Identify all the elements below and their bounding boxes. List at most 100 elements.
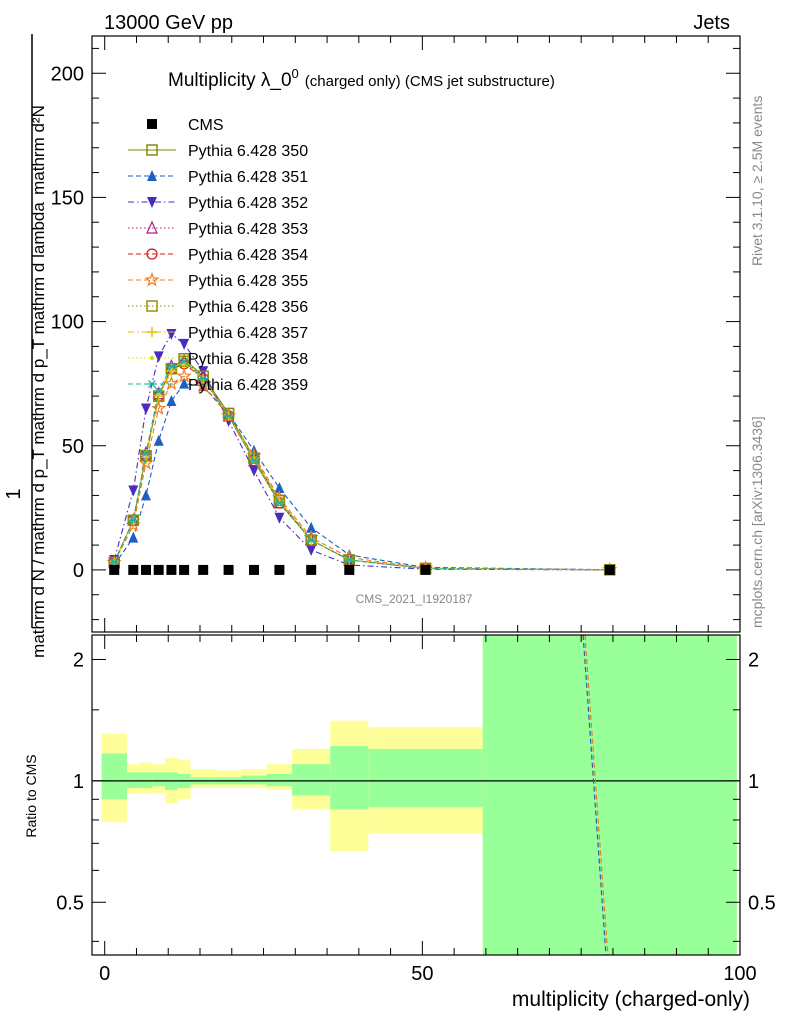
ratio-band-inner (126, 772, 140, 789)
ratio-band-inner (139, 772, 153, 789)
series-point-s359 (109, 558, 120, 567)
ratio-ytick-label: 2 (73, 649, 84, 671)
series-point-s352 (249, 465, 259, 477)
ylabel-frac-num: 1 (3, 488, 25, 499)
ratio-ylabel: Ratio to CMS (23, 754, 39, 837)
legend-item: Pythia 6.428 358 (128, 351, 308, 368)
title-main: Multiplicity λ_0 (168, 70, 292, 91)
ratio-line-s355 (584, 634, 609, 956)
series-point-s359 (141, 449, 151, 458)
series-point-s355 (163, 375, 179, 391)
ratio-frame (91, 634, 741, 956)
ratio-xtick-label: 50 (411, 963, 433, 985)
title-suffix: (charged only) (CMS jet substructure) (305, 73, 555, 90)
series-point-s352 (166, 329, 177, 340)
chart-title: Multiplicity λ_00 (charged only) (CMS jet… (168, 66, 555, 91)
series-point-s352 (128, 485, 139, 497)
ratio-ytick-label-right: 1 (748, 771, 759, 793)
series-point-s352 (153, 351, 164, 363)
series-point-s352 (179, 338, 190, 350)
series-point-s359 (249, 456, 259, 465)
svg-text:Multiplicity λ_00(charged only: Multiplicity λ_00 (charged only) (CMS jet… (168, 66, 555, 91)
ratio-ytick-label-right: 0.5 (748, 892, 776, 914)
series-line-s359 (113, 360, 610, 571)
legend-item: Pythia 6.428 350 (128, 143, 308, 160)
legend-item: Pythia 6.428 354 (128, 247, 308, 264)
cms-point (223, 564, 234, 575)
series-point-s351 (128, 531, 139, 543)
series-point-s351 (306, 521, 317, 533)
legend-label: Pythia 6.428 357 (188, 325, 308, 342)
rivet-label: Rivet 3.1.10, ≥ 2.5M events (749, 96, 765, 266)
legend-marker (147, 197, 157, 208)
main-ytick-label: 150 (51, 187, 84, 209)
main-panel: 0 50 100 150 200 (51, 35, 741, 633)
series-line-s354 (113, 363, 610, 571)
ratio-panel: 0 50 100 0.5 0.5 1 1 2 2 (56, 634, 776, 985)
main-ytick-label: 0 (73, 560, 84, 582)
legend-marker (146, 248, 158, 260)
energy-label: 13000 GeV pp (104, 12, 233, 34)
legend-item: Pythia 6.428 355 (128, 272, 308, 290)
main-ytick-label: 50 (62, 436, 84, 458)
legend-item: Pythia 6.428 353 (128, 220, 308, 238)
series-line-s352 (113, 333, 610, 571)
legend-label: Pythia 6.428 351 (188, 169, 308, 186)
ratio-band-inner (101, 753, 127, 800)
legend-label: Pythia 6.428 352 (188, 195, 308, 212)
legend-item: Pythia 6.428 351 (128, 169, 308, 186)
series-point-s359 (306, 536, 317, 545)
main-frame (91, 35, 741, 633)
cms-point (198, 564, 209, 575)
cms-point (179, 564, 190, 575)
series-s351 (109, 377, 615, 575)
ratio-band-inner (266, 774, 293, 787)
legend: CMS Pythia 6.428 350 Pythia 6.428 351 Pythi… (128, 117, 308, 394)
series-point-s352 (274, 512, 285, 524)
series-line-s355 (113, 375, 610, 571)
series-point-s359 (223, 411, 234, 420)
ratio-band-inner (368, 748, 483, 808)
legend-label: Pythia 6.428 356 (188, 299, 308, 316)
legend-marker (147, 327, 157, 337)
cms-point (306, 564, 317, 575)
legend-marker (144, 272, 160, 287)
series-point-s359 (128, 516, 139, 525)
legend-marker (150, 356, 154, 360)
legend-label: Pythia 6.428 353 (188, 221, 308, 238)
legend-marker (147, 170, 157, 181)
cms-point (153, 564, 164, 575)
legend-marker (147, 119, 157, 129)
ratio-band-inner (482, 635, 737, 955)
series-point-s351 (153, 434, 164, 446)
ratio-band-inner (152, 772, 166, 787)
legend-item: Pythia 6.428 359 (128, 377, 308, 394)
cms-point (166, 564, 177, 575)
legend-marker (147, 380, 157, 388)
series-point-s359 (153, 387, 164, 396)
cms-point (109, 564, 120, 575)
legend-item: Pythia 6.428 356 (128, 299, 308, 316)
series-point-s359 (166, 362, 177, 371)
cms-point (344, 564, 355, 575)
legend-marker (146, 144, 158, 156)
ratio-ytick-label: 1 (73, 771, 84, 793)
cms-point (141, 564, 151, 575)
series-point-s355 (195, 378, 211, 393)
main-ylabel: 1 mathrm d²N mathrm d N / mathrm d p_T m… (3, 34, 48, 658)
ratio-ytick-label-right: 2 (748, 649, 759, 671)
ratio-ytick-label: 0.5 (56, 892, 84, 914)
cms-point (274, 564, 285, 575)
ratio-band-inner (241, 775, 267, 785)
series-point-s359 (344, 556, 355, 564)
series-point-s352 (141, 403, 151, 415)
cms-point (604, 564, 615, 575)
xlabel: multiplicity (charged-only) (512, 988, 750, 1011)
legend-label: Pythia 6.428 358 (188, 351, 308, 368)
series-point-s355 (176, 368, 192, 383)
series-s356 (108, 355, 616, 576)
series-point-s351 (166, 395, 177, 407)
legend-marker (146, 300, 158, 312)
legend-item: Pythia 6.428 357 (128, 325, 308, 342)
